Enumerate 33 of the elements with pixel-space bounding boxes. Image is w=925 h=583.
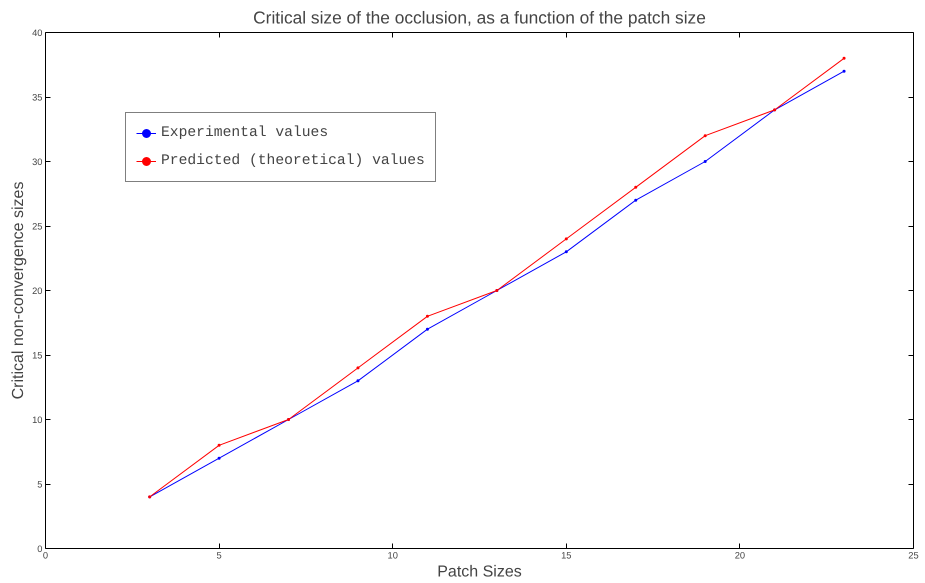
- x-tick-label: 20: [734, 550, 746, 560]
- point: [218, 444, 221, 447]
- x-tick-label: 25: [908, 550, 919, 560]
- y-tick-label: 35: [32, 92, 43, 102]
- y-tick-label: 25: [32, 222, 43, 232]
- legend-label: Experimental values: [161, 125, 328, 141]
- x-axis-title: Patch Sizes: [437, 564, 522, 580]
- y-axis-title: Critical non-convergence sizes: [10, 182, 28, 400]
- point: [564, 237, 568, 240]
- point: [564, 250, 568, 254]
- y-tick-label: 5: [37, 480, 43, 490]
- x-tick-label: 10: [388, 550, 398, 560]
- y-tick-label: 10: [32, 415, 43, 425]
- point: [426, 328, 429, 331]
- y-tick-label: 30: [32, 157, 43, 167]
- point: [356, 379, 360, 382]
- chart-title: Critical size of the occlusion, as a function of the patch size: [253, 8, 706, 28]
- legend-label: Predicted (theoretical) values: [161, 153, 425, 169]
- y-tick-label: 40: [32, 28, 43, 38]
- point: [356, 366, 360, 370]
- point: [704, 134, 707, 138]
- x-tick-label: 15: [561, 550, 572, 560]
- y-tick-label: 15: [32, 350, 43, 360]
- point: [704, 160, 707, 163]
- point: [218, 456, 221, 460]
- y-tick-label: 20: [32, 286, 43, 296]
- point: [634, 198, 638, 202]
- point: [842, 70, 846, 73]
- point: [842, 56, 846, 60]
- x-tick-label: 5: [216, 550, 222, 560]
- point: [426, 314, 429, 318]
- point: [634, 186, 638, 189]
- y-tick-label: 0: [37, 544, 43, 554]
